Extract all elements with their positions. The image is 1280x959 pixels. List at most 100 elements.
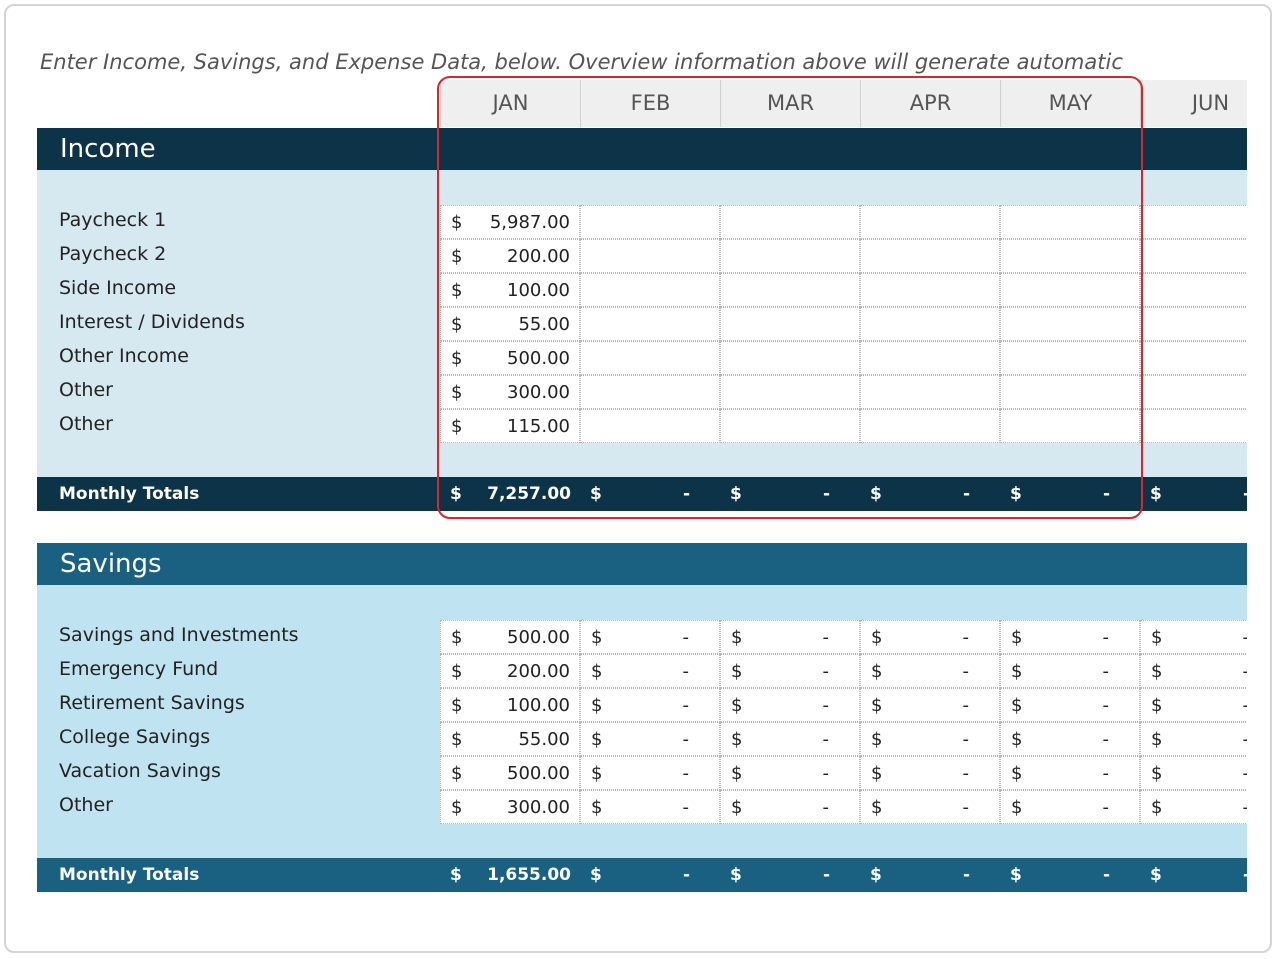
- month-header: MAY: [1000, 80, 1140, 127]
- currency: $: [451, 763, 463, 784]
- amount: -: [822, 695, 830, 716]
- cell: $100.00: [440, 273, 580, 307]
- amount: -: [962, 627, 970, 648]
- amount: 7,257.00: [487, 484, 571, 504]
- amount: -: [682, 865, 690, 885]
- currency: $: [451, 348, 463, 369]
- currency: $: [450, 865, 462, 885]
- cell: [1140, 409, 1247, 443]
- cell: $-: [1000, 790, 1140, 824]
- cell: [580, 341, 720, 375]
- cell: $500.00: [440, 341, 580, 375]
- cell: $-: [580, 620, 720, 654]
- row-label: Side Income: [59, 277, 177, 299]
- amount: -: [682, 627, 690, 648]
- cell: [580, 273, 720, 307]
- row-label: Vacation Savings: [59, 760, 221, 782]
- currency: $: [871, 797, 883, 818]
- cell: [720, 205, 860, 239]
- amount: -: [1243, 695, 1248, 716]
- window-frame: [4, 4, 1272, 953]
- cell: $-: [1140, 790, 1247, 824]
- amount: -: [1243, 484, 1247, 504]
- month-header: JAN: [440, 80, 580, 127]
- cell: [1140, 375, 1247, 409]
- cell: $300.00: [440, 790, 580, 824]
- cell: [580, 239, 720, 273]
- amount: 500.00: [507, 763, 570, 784]
- amount: 55.00: [518, 314, 570, 335]
- currency: $: [1010, 865, 1022, 885]
- currency: $: [871, 661, 883, 682]
- total-label: Monthly Totals: [59, 484, 200, 504]
- cell: [1000, 205, 1140, 239]
- currency: $: [451, 246, 463, 267]
- row-label: Emergency Fund: [59, 658, 219, 680]
- cell: [580, 205, 720, 239]
- currency: $: [731, 797, 743, 818]
- total-row: Monthly Totals$1,655.00$-$-$-$-$-: [37, 858, 1247, 892]
- amount: -: [1102, 627, 1110, 648]
- amount: -: [1102, 695, 1110, 716]
- currency: $: [870, 865, 882, 885]
- cell: $300.00: [440, 375, 580, 409]
- total-cell: $-: [1000, 858, 1140, 892]
- row-label: Other: [59, 379, 113, 401]
- total-cell: $-: [860, 858, 1000, 892]
- cell: [720, 409, 860, 443]
- amount: -: [822, 865, 830, 885]
- cell: $-: [720, 688, 860, 722]
- cell: $100.00: [440, 688, 580, 722]
- amount: -: [822, 797, 830, 818]
- currency: $: [731, 627, 743, 648]
- cell: $55.00: [440, 722, 580, 756]
- currency: $: [1150, 865, 1162, 885]
- amount: -: [962, 661, 970, 682]
- cell: [1000, 341, 1140, 375]
- total-cell: $-: [1140, 477, 1247, 511]
- amount: -: [822, 729, 830, 750]
- currency: $: [591, 797, 603, 818]
- cell: $-: [860, 620, 1000, 654]
- currency: $: [871, 729, 883, 750]
- currency: $: [871, 695, 883, 716]
- amount: -: [962, 797, 970, 818]
- amount: -: [682, 661, 690, 682]
- cell: [1000, 375, 1140, 409]
- cell: [1000, 273, 1140, 307]
- amount: -: [962, 695, 970, 716]
- cell: $-: [860, 722, 1000, 756]
- row-label: Other: [59, 794, 113, 816]
- cell: $-: [580, 756, 720, 790]
- section-header: Savings: [37, 543, 1247, 585]
- currency: $: [1151, 661, 1163, 682]
- currency: $: [1011, 763, 1023, 784]
- amount: -: [962, 865, 970, 885]
- cell: $-: [1000, 620, 1140, 654]
- cell: $-: [1000, 756, 1140, 790]
- currency: $: [1151, 627, 1163, 648]
- cell: $-: [580, 722, 720, 756]
- amount: -: [1102, 484, 1110, 504]
- cell: $5,987.00: [440, 205, 580, 239]
- cell: $200.00: [440, 654, 580, 688]
- amount: 500.00: [507, 348, 570, 369]
- currency: $: [591, 661, 603, 682]
- currency: $: [451, 729, 463, 750]
- currency: $: [1011, 627, 1023, 648]
- amount: -: [822, 661, 830, 682]
- cell: $-: [1000, 654, 1140, 688]
- month-header: APR: [860, 80, 1000, 127]
- amount: 300.00: [507, 797, 570, 818]
- cell: [720, 273, 860, 307]
- currency: $: [730, 484, 742, 504]
- cell: [860, 409, 1000, 443]
- total-cell: $-: [580, 477, 720, 511]
- amount: -: [962, 484, 970, 504]
- amount: 100.00: [507, 280, 570, 301]
- cell: [1000, 409, 1140, 443]
- currency: $: [451, 212, 463, 233]
- currency: $: [451, 382, 463, 403]
- currency: $: [591, 627, 603, 648]
